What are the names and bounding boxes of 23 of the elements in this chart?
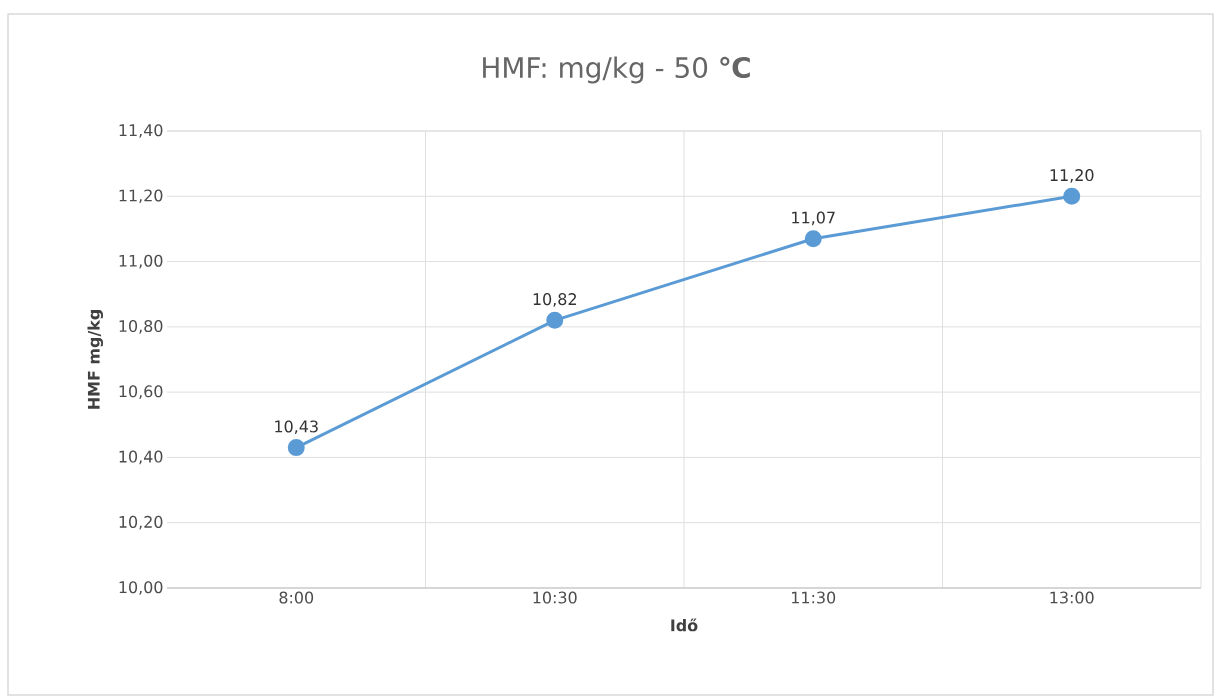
y-tick-label: 10,60 [119,385,163,399]
y-tick-label: 11,40 [119,124,163,138]
y-tick-label: 11,00 [119,254,163,269]
chart-title: HMF: mg/kg - 50 ℃ [483,56,750,84]
y-tick-label: 10,20 [119,515,163,530]
point [1063,187,1081,205]
x-tick-label: 11:30 [792,591,836,604]
x-axis-title: Idő [671,618,698,632]
y-axis-title: HMF mg/kg [87,310,104,409]
data-label: 10,43 [275,420,318,435]
x-tick-label: 8:00 [279,591,314,604]
data-label: 11,07 [792,211,835,226]
y-tick-label: 11,20 [119,189,163,204]
x-tick-label: 10:30 [533,591,577,604]
point [287,439,305,457]
y-tick-label: 10,40 [119,450,163,465]
data-label: 11,20 [1050,169,1094,183]
y-tick-label: 10,00 [119,581,163,595]
point [546,311,564,329]
point [804,230,822,248]
data-label: 10,82 [533,293,576,307]
y-tick-label: 10,80 [119,320,163,334]
x-tick-label: 13:00 [1050,591,1094,604]
